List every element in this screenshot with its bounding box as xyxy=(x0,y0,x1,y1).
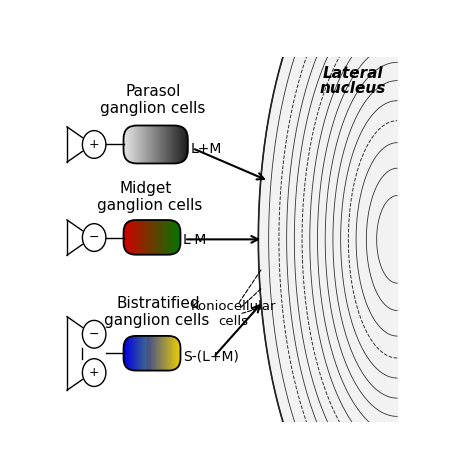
Polygon shape xyxy=(325,63,397,416)
Text: Parasol: Parasol xyxy=(125,84,181,99)
Text: Midget: Midget xyxy=(119,181,172,196)
Polygon shape xyxy=(341,100,397,378)
Polygon shape xyxy=(377,196,397,283)
Text: nucleus: nucleus xyxy=(320,81,386,96)
Text: S-(L+M): S-(L+M) xyxy=(183,349,239,364)
Polygon shape xyxy=(333,81,397,398)
Polygon shape xyxy=(294,0,397,474)
Polygon shape xyxy=(318,44,397,435)
Text: Bistratified: Bistratified xyxy=(117,296,200,311)
Text: Lateral: Lateral xyxy=(323,66,383,81)
Text: +: + xyxy=(89,366,100,379)
Text: Koniocellular
cells: Koniocellular cells xyxy=(191,300,276,328)
Polygon shape xyxy=(348,121,397,358)
Text: L-M: L-M xyxy=(183,234,208,247)
Ellipse shape xyxy=(82,320,106,348)
Text: +: + xyxy=(89,138,100,151)
Polygon shape xyxy=(287,0,397,474)
Text: −: − xyxy=(89,231,100,244)
Polygon shape xyxy=(269,0,397,474)
Polygon shape xyxy=(356,143,397,336)
Text: ganglion cells: ganglion cells xyxy=(104,313,210,328)
Polygon shape xyxy=(258,0,397,474)
Text: ganglion cells: ganglion cells xyxy=(97,198,202,213)
Polygon shape xyxy=(302,9,397,469)
Polygon shape xyxy=(366,168,397,310)
Text: L+M: L+M xyxy=(191,142,222,156)
Text: ganglion cells: ganglion cells xyxy=(100,101,206,116)
Ellipse shape xyxy=(82,224,106,251)
Ellipse shape xyxy=(82,359,106,386)
Text: −: − xyxy=(89,328,100,341)
Ellipse shape xyxy=(82,131,106,158)
Polygon shape xyxy=(310,26,397,453)
Polygon shape xyxy=(279,0,397,474)
